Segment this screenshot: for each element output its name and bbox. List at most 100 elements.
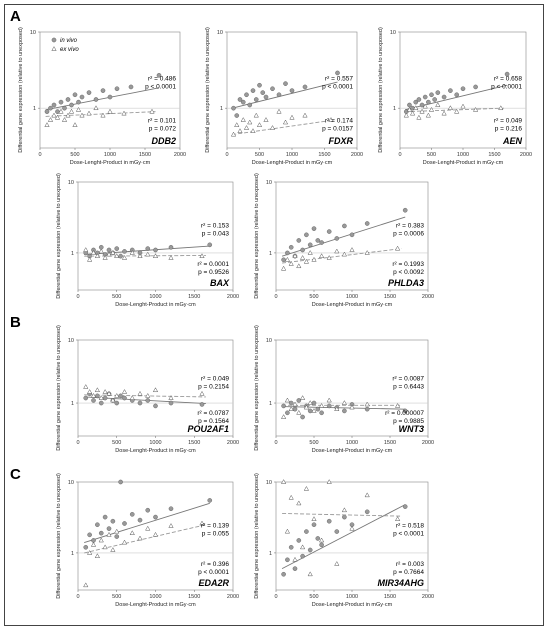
point-ex-vivo <box>284 397 291 403</box>
point-in-vivo <box>137 400 143 406</box>
point-in-vivo <box>326 403 332 409</box>
point-in-vivo <box>145 246 151 251</box>
point-ex-vivo <box>121 255 128 260</box>
gene-title: EDA2R <box>198 578 229 588</box>
x-tick-label: 1500 <box>318 152 330 158</box>
point-ex-vivo <box>100 112 106 118</box>
point-ex-vivo <box>86 110 92 116</box>
point-in-vivo <box>292 566 298 571</box>
stat-r2-in-vivo: r² = 0.486 <box>148 76 176 83</box>
point-in-vivo <box>285 410 290 416</box>
point-ex-vivo <box>199 520 205 526</box>
y-tick-label: 10 <box>266 180 272 186</box>
point-in-vivo <box>326 518 332 524</box>
point-ex-vivo <box>269 125 276 130</box>
x-axis-label: Dose-Lenght-Product in mGy·cm <box>423 160 504 166</box>
point-ex-vivo <box>98 248 104 254</box>
point-in-vivo <box>364 221 370 226</box>
stat-r2-ex-vivo: r² = 0.000007 <box>385 410 424 417</box>
point-in-vivo <box>432 97 437 102</box>
point-ex-vivo <box>299 544 306 550</box>
y-axis-label: Differential gene expression (relative t… <box>56 325 62 451</box>
point-ex-vivo <box>110 249 116 255</box>
point-in-vivo <box>95 522 100 527</box>
point-ex-vivo <box>303 485 310 491</box>
chart-panel-ddb2: 0 500 1000 1500 2000 1 10 Dose-Lenght-Product i… <box>18 27 186 166</box>
point-in-vivo <box>307 408 313 414</box>
x-tick-label: 500 <box>427 152 436 158</box>
point-ex-vivo <box>334 560 340 566</box>
point-in-vivo <box>364 509 370 515</box>
point-ex-vivo <box>394 516 401 521</box>
point-in-vivo <box>402 408 408 414</box>
point-ex-vivo <box>90 541 97 547</box>
y-tick-label: 1 <box>269 401 272 407</box>
point-ex-vivo <box>90 392 97 398</box>
chart-panel-fdxr: 0 500 1000 1500 2000 1 10 Dose-Lenght-Product i… <box>205 27 363 166</box>
point-in-vivo <box>304 232 309 238</box>
point-ex-vivo <box>311 407 317 413</box>
point-ex-vivo <box>58 108 64 114</box>
point-in-vivo <box>335 70 340 76</box>
x-axis-label: Dose-Lenght-Product in mGy·cm <box>70 160 151 166</box>
point-in-vivo <box>422 94 428 100</box>
stat-p-ex-vivo: p < 0.0001 <box>198 569 229 576</box>
point-ex-vivo <box>149 108 155 114</box>
point-ex-vivo <box>311 516 317 521</box>
point-ex-vivo <box>406 106 413 112</box>
point-in-vivo <box>364 406 370 412</box>
point-in-vivo <box>107 94 113 100</box>
legend-ex-vivo-marker <box>51 46 57 51</box>
point-ex-vivo <box>303 258 310 264</box>
y-tick-label: 1 <box>71 551 74 557</box>
point-in-vivo <box>311 522 317 527</box>
y-tick-label: 10 <box>266 338 272 344</box>
point-ex-vivo <box>296 409 302 415</box>
point-ex-vivo <box>250 128 256 133</box>
y-tick-label: 1 <box>269 251 272 257</box>
point-in-vivo <box>289 88 295 93</box>
point-ex-vivo <box>110 397 116 403</box>
point-in-vivo <box>91 538 96 543</box>
y-tick-label: 1 <box>71 251 74 257</box>
point-ex-vivo <box>288 260 294 266</box>
point-in-vivo <box>44 109 50 114</box>
x-tick-label: 1000 <box>286 152 298 158</box>
fit-line-ex-vivo <box>84 255 206 257</box>
point-ex-vivo <box>428 106 435 112</box>
point-ex-vivo <box>110 547 116 552</box>
chart-panel-mir34ahg: 0 500 1000 1500 2000 1 10 Dose-Lenght-Product i… <box>254 473 434 608</box>
x-tick-label: 0 <box>398 152 401 158</box>
stat-r2-ex-vivo: r² = 0.1993 <box>392 261 424 268</box>
point-in-vivo <box>435 90 441 95</box>
point-ex-vivo <box>230 131 237 137</box>
point-ex-vivo <box>299 395 306 400</box>
x-tick-label: 2000 <box>174 152 186 158</box>
point-ex-vivo <box>234 122 240 127</box>
x-tick-label: 1500 <box>188 594 200 600</box>
chart-panel-phlda3: 0 500 1000 1500 2000 1 10 Dose-Lenght-Product i… <box>254 173 434 308</box>
point-ex-vivo <box>460 103 466 109</box>
point-in-vivo <box>199 402 205 407</box>
x-tick-label: 0 <box>274 440 277 446</box>
y-axis-label: Differential gene expression (relative t… <box>254 473 260 599</box>
point-ex-vivo <box>168 255 174 260</box>
point-ex-vivo <box>93 105 99 111</box>
y-tick-label: 10 <box>266 480 272 486</box>
point-ex-vivo <box>237 128 243 133</box>
point-ex-vivo <box>98 537 104 543</box>
point-ex-vivo <box>243 125 250 130</box>
x-tick-label: 1000 <box>149 594 161 600</box>
point-in-vivo <box>237 97 243 102</box>
point-ex-vivo <box>168 523 174 528</box>
point-ex-vivo <box>65 112 71 118</box>
point-in-vivo <box>128 84 134 90</box>
x-tick-label: 500 <box>309 594 318 600</box>
x-tick-label: 1000 <box>149 440 161 446</box>
point-in-vivo <box>281 403 286 409</box>
x-tick-label: 0 <box>274 594 277 600</box>
point-ex-vivo <box>240 117 246 122</box>
point-in-vivo <box>402 207 408 213</box>
x-tick-label: 0 <box>76 294 79 300</box>
point-ex-vivo <box>44 122 50 127</box>
